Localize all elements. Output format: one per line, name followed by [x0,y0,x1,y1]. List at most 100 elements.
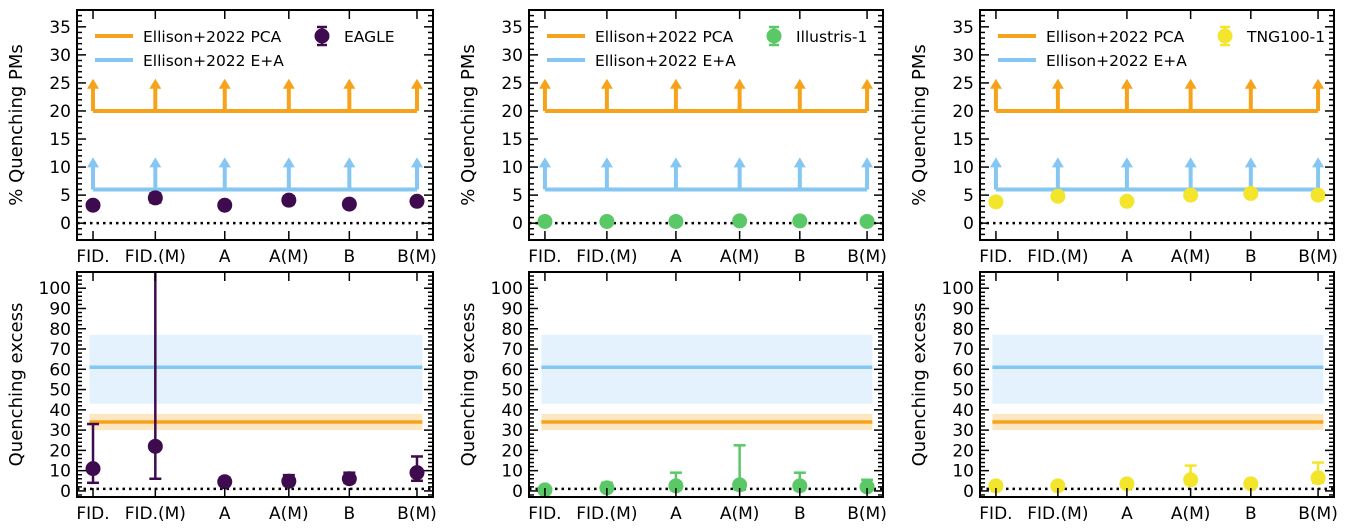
data-point [409,465,425,481]
y-tick-label: 0 [963,482,974,502]
y-tick-label: 100 [491,279,523,299]
limit-arrow-head [989,78,1002,89]
legend-series-marker [766,28,782,44]
legend: Ellison+2022 PCA Ellison+2022 E+A TNG100-1 [998,25,1325,70]
data-point [147,438,163,454]
data-point [859,479,875,495]
y-tick-label: 100 [942,279,974,299]
y-tick-label: 20 [501,102,523,122]
y-tick-label: 90 [952,299,974,319]
x-tick-label: A [670,247,682,267]
x-tick-label: FID.(M) [1027,504,1088,524]
data-point [1243,476,1259,492]
x-tick-label: FID.(M) [125,504,186,524]
axes-frame [76,271,434,498]
y-tick-label: 20 [49,102,71,122]
x-tick-label: A(M) [720,504,760,524]
x-tick-label: B(M) [1298,247,1338,267]
x-tick-label: FID.(M) [125,247,186,267]
x-tick-label: B(M) [847,247,887,267]
y-tick-label: 30 [501,46,523,66]
data-point [281,192,297,208]
data-point [409,193,425,209]
y-tick-label: 20 [501,441,523,461]
x-tick-label: FID. [979,247,1012,267]
y-tick-label: 30 [49,46,71,66]
data-point [537,213,553,229]
data-point [281,473,297,489]
y-tick-label: 5 [963,186,974,206]
data-point [988,194,1004,210]
legend-series-marker [314,28,330,44]
y-tick-label: 5 [60,186,71,206]
x-tick-label: FID.(M) [576,504,637,524]
y-axis-label: % Quenching PMs [458,44,479,206]
data-point [147,190,163,206]
y-tick-label: 15 [952,130,974,150]
limit-arrow-head [1244,78,1257,89]
y-tick-label: 50 [49,381,71,401]
data-point [217,197,233,213]
x-tick-label: B [1245,504,1257,524]
y-tick-label: 10 [952,158,974,178]
x-tick-label: FID. [979,504,1012,524]
y-tick-label: 10 [501,158,523,178]
limit-arrow-head [218,157,231,168]
data-point [988,478,1004,494]
y-tick-label: 5 [512,186,523,206]
y-tick-label: 80 [49,320,71,340]
y-tick-label: 25 [952,74,974,94]
data-point [732,477,748,493]
y-tick-label: 10 [501,462,523,482]
reference-band [89,334,423,404]
panel-top-middle: 0 5 10 15 20 25 30 35 FID. FID.(M) A A(M) B B(M) % Que… [458,9,887,267]
y-tick-label: 90 [501,299,523,319]
data-point [792,478,808,494]
limit-arrow-head [989,157,1002,168]
x-tick-label: B(M) [397,504,437,524]
x-tick-label: B [1245,247,1257,267]
y-tick-label: 0 [512,482,523,502]
y-tick-label: 25 [501,74,523,94]
limit-arrow-head [733,78,746,89]
data-point [85,197,101,213]
reference-band [541,334,873,404]
data-point [1183,472,1199,488]
x-tick-label: B [794,247,806,267]
y-axis-label: % Quenching PMs [6,44,27,206]
data-point [341,471,357,487]
y-tick-label: 35 [49,18,71,38]
y-tick-label: 15 [501,130,523,150]
limit-arrow-head [793,78,806,89]
y-tick-label: 70 [49,340,71,360]
limit-arrow-head [410,157,423,168]
y-tick-label: 70 [501,340,523,360]
y-axis-label: Quenching excess [458,303,479,467]
y-tick-label: 0 [60,482,71,502]
legend-series-marker [1217,28,1233,44]
y-tick-label: 30 [501,421,523,441]
y-tick-label: 20 [952,441,974,461]
y-tick-label: 90 [49,299,71,319]
x-tick-label: A [219,504,231,524]
limit-arrow-head [1312,78,1325,89]
axes-frame [528,271,884,498]
data-point [792,213,808,229]
y-tick-label: 10 [49,158,71,178]
y-axis-label: % Quenching PMs [909,44,930,206]
x-tick-label: A(M) [720,247,760,267]
data-point [1243,185,1259,201]
y-tick-label: 60 [49,360,71,380]
limit-arrow-head [1312,157,1325,168]
limit-arrow-head [282,157,295,168]
data-point [85,461,101,477]
legend-ea-label: Ellison+2022 E+A [143,52,284,70]
axes-frame [979,9,1335,241]
limit-arrow-head [1051,157,1064,168]
y-axis-label: Quenching excess [909,303,930,467]
limit-arrow-head [1244,157,1257,168]
y-tick-label: 50 [501,381,523,401]
data-point [1119,193,1135,209]
x-tick-label: B [794,504,806,524]
